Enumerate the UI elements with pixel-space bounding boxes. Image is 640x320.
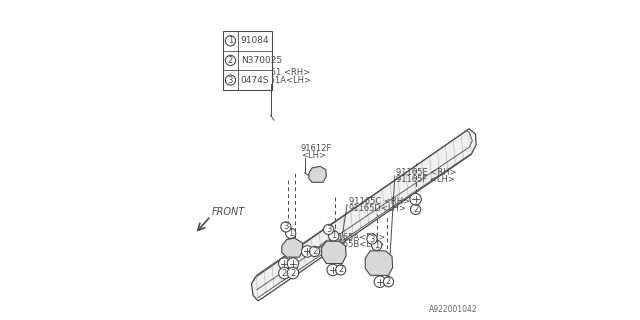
Text: 91165D<LH>: 91165D<LH> <box>349 204 406 213</box>
Text: 91165F <LH>: 91165F <LH> <box>396 175 455 184</box>
Circle shape <box>281 222 291 232</box>
Circle shape <box>328 231 339 241</box>
Text: 0474S: 0474S <box>241 76 269 84</box>
Text: 3: 3 <box>284 222 289 231</box>
Circle shape <box>278 268 290 279</box>
Circle shape <box>310 246 320 257</box>
Text: 91612F: 91612F <box>301 144 332 153</box>
Text: 91151 <RH>: 91151 <RH> <box>255 68 310 77</box>
Circle shape <box>327 264 339 276</box>
Circle shape <box>323 224 333 235</box>
Text: 91151A<LH>: 91151A<LH> <box>255 76 312 85</box>
Text: 3: 3 <box>369 235 374 244</box>
Text: 91084: 91084 <box>241 36 269 45</box>
Text: 2: 2 <box>338 265 343 275</box>
Text: A922001042: A922001042 <box>429 305 477 314</box>
Text: 3: 3 <box>228 76 233 84</box>
Text: 1: 1 <box>374 241 380 250</box>
Circle shape <box>287 268 299 279</box>
Circle shape <box>301 246 313 257</box>
Circle shape <box>383 276 394 287</box>
Text: 2: 2 <box>291 268 296 278</box>
Text: 91165A<RH>: 91165A<RH> <box>328 233 387 242</box>
Text: 2: 2 <box>386 277 391 286</box>
Text: 3: 3 <box>326 225 332 234</box>
Text: <LH>: <LH> <box>301 151 326 160</box>
Circle shape <box>410 194 421 205</box>
Text: 1: 1 <box>331 231 337 240</box>
Text: 91165C <RH>: 91165C <RH> <box>349 197 410 206</box>
Circle shape <box>225 36 236 46</box>
Circle shape <box>372 240 382 251</box>
Polygon shape <box>321 241 346 264</box>
Polygon shape <box>309 166 326 182</box>
Circle shape <box>285 228 296 238</box>
Polygon shape <box>282 238 303 257</box>
Polygon shape <box>365 251 393 275</box>
Bar <box>223 31 272 90</box>
Text: 1: 1 <box>288 229 293 238</box>
Text: 91165E <RH>: 91165E <RH> <box>396 168 457 177</box>
Text: N370025: N370025 <box>241 56 282 65</box>
Circle shape <box>225 55 236 66</box>
Circle shape <box>367 234 377 244</box>
Text: 2: 2 <box>282 268 287 278</box>
Text: 2: 2 <box>228 56 233 65</box>
Text: 91165B<LH>: 91165B<LH> <box>328 240 385 249</box>
Text: 2: 2 <box>413 205 418 214</box>
Circle shape <box>335 265 346 275</box>
Polygon shape <box>252 129 476 301</box>
Circle shape <box>410 204 420 214</box>
Circle shape <box>225 75 236 85</box>
Text: 2: 2 <box>312 247 317 256</box>
Circle shape <box>374 276 386 287</box>
Text: 1: 1 <box>228 36 233 45</box>
Text: FRONT: FRONT <box>212 207 245 217</box>
Circle shape <box>278 258 290 269</box>
Circle shape <box>287 258 299 269</box>
